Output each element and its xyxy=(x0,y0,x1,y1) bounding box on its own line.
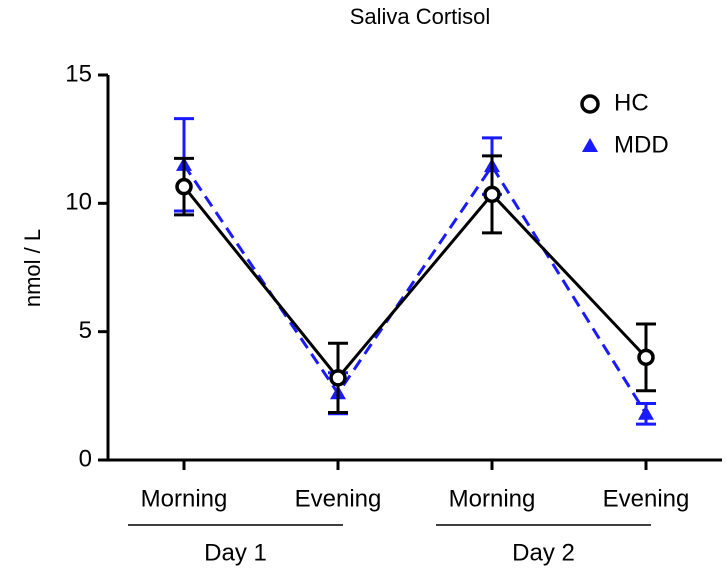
legend-marker xyxy=(582,138,598,152)
series-line xyxy=(182,185,648,381)
x-tick-label: Morning xyxy=(141,485,228,512)
y-tick-label: 10 xyxy=(65,189,92,216)
group-label: Day 1 xyxy=(204,539,267,566)
x-tick-label: Morning xyxy=(449,485,536,512)
series-line xyxy=(182,163,648,415)
y-tick-label: 15 xyxy=(65,60,92,87)
x-tick-label: Evening xyxy=(295,485,382,512)
point xyxy=(637,348,655,367)
legend-marker xyxy=(580,94,600,114)
chart-title: Saliva Cortisol xyxy=(350,4,491,29)
legend-label: HC xyxy=(614,89,649,116)
point xyxy=(175,177,193,196)
point xyxy=(638,405,654,420)
x-tick-label: Evening xyxy=(603,485,690,512)
y-tick-label: 5 xyxy=(79,317,92,344)
point xyxy=(329,369,347,387)
point xyxy=(483,185,501,204)
legend-label: MDD xyxy=(614,131,669,158)
group-label: Day 2 xyxy=(512,539,575,566)
y-tick-label: 0 xyxy=(79,445,92,472)
y-axis-label: nmol / L xyxy=(20,229,45,307)
